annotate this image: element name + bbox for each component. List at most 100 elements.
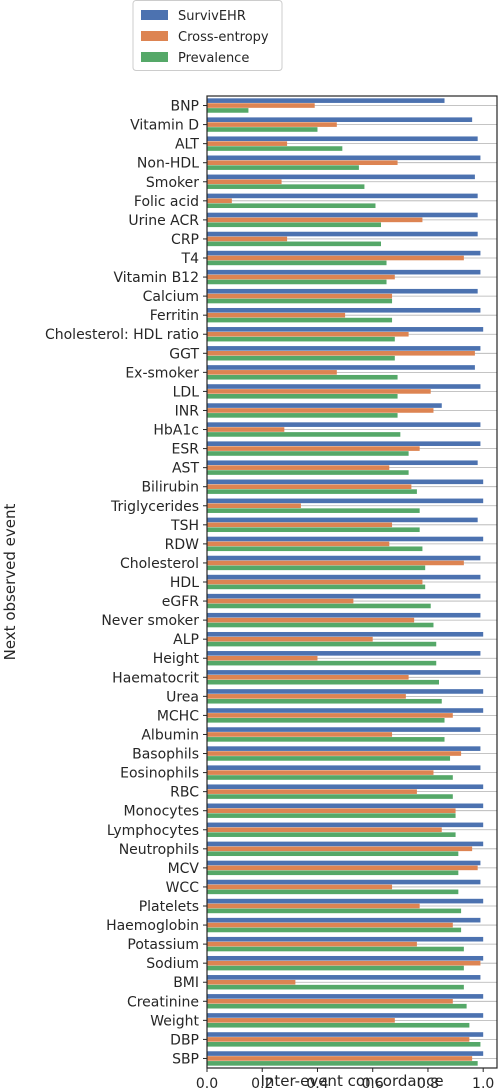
bar-prevalence <box>207 622 434 628</box>
y-tick-label: Lymphocytes <box>107 823 199 839</box>
y-tick-label: WCC <box>166 880 200 896</box>
x-tick-label: 0.6 <box>362 1076 384 1092</box>
bar-survivehr <box>207 365 475 370</box>
bar-survivehr <box>207 1051 484 1056</box>
y-tick-label: INR <box>175 403 200 419</box>
y-tick-label: Calcium <box>143 289 199 305</box>
bar-cross-entropy <box>207 732 393 737</box>
bar-cross-entropy <box>207 503 301 509</box>
bar-survivehr <box>207 269 481 275</box>
y-axis-title: Next observed event <box>1 504 19 661</box>
bar-cross-entropy <box>207 789 417 794</box>
bar-survivehr <box>207 250 481 256</box>
bar-cross-entropy <box>207 560 464 566</box>
bar-prevalence <box>207 1022 470 1028</box>
bar-cross-entropy <box>207 408 434 413</box>
bar-prevalence <box>207 527 420 533</box>
bar-survivehr <box>207 174 475 180</box>
y-tick-label: Haemoglobin <box>106 918 199 934</box>
x-tick-label: 0.0 <box>196 1076 218 1092</box>
y-tick-label: Sodium <box>146 956 199 972</box>
bar-cross-entropy <box>207 655 318 661</box>
bar-cross-entropy <box>207 274 395 280</box>
bar-prevalence <box>207 737 445 742</box>
x-tick-label: 0.8 <box>417 1076 439 1092</box>
y-tick-label: SBP <box>172 1051 199 1067</box>
bar-cross-entropy <box>207 141 288 146</box>
bar-survivehr <box>207 574 481 580</box>
y-tick-label: Ferritin <box>150 308 199 324</box>
y-tick-label: BNP <box>170 99 199 115</box>
bar-cross-entropy <box>207 713 453 718</box>
legend-swatch <box>141 52 168 62</box>
bar-prevalence <box>207 584 426 590</box>
bar-prevalence <box>207 241 381 247</box>
bar-cross-entropy <box>207 122 337 127</box>
bar-prevalence <box>207 775 453 780</box>
bar-cross-entropy <box>207 370 337 375</box>
y-tick-label: Non-HDL <box>137 156 199 172</box>
y-tick-label: Neutrophils <box>119 842 199 858</box>
bar-prevalence <box>207 946 464 952</box>
bar-survivehr <box>207 307 481 313</box>
y-tick-label: DBP <box>170 1032 199 1048</box>
bar-survivehr <box>207 193 478 199</box>
y-tick-label: Folic acid <box>134 194 199 210</box>
bar-prevalence <box>207 698 442 704</box>
y-tick-label: ALP <box>173 632 199 648</box>
bar-survivehr <box>207 1013 484 1018</box>
y-tick-label: ALT <box>175 137 199 153</box>
bar-cross-entropy <box>207 217 423 223</box>
bar-cross-entropy <box>207 1056 473 1061</box>
y-tick-label: Albumin <box>141 727 199 743</box>
legend-box <box>132 0 283 71</box>
bar-prevalence <box>207 374 398 380</box>
legend-swatch <box>141 31 168 41</box>
bar-prevalence <box>207 546 423 552</box>
bar-cross-entropy <box>207 922 453 928</box>
bar-prevalence <box>207 1003 467 1009</box>
bar-cross-entropy <box>207 636 373 642</box>
bar-prevalence <box>207 794 453 799</box>
y-tick-label: Vitamin B12 <box>114 270 200 286</box>
bar-survivehr <box>207 288 478 294</box>
bar-prevalence <box>207 851 459 857</box>
bar-cross-entropy <box>207 1018 395 1023</box>
legend-swatch <box>141 10 168 20</box>
bar-cross-entropy <box>207 998 453 1004</box>
bar-prevalence <box>207 813 456 818</box>
bar-cross-entropy <box>207 579 423 585</box>
bar-survivehr <box>207 1032 484 1037</box>
bar-survivehr <box>207 327 484 332</box>
bar-cross-entropy <box>207 674 409 680</box>
bar-cross-entropy <box>207 617 415 623</box>
bar-prevalence <box>207 184 365 189</box>
bar-survivehr <box>207 212 478 218</box>
bar-survivehr <box>207 498 484 504</box>
bar-survivehr <box>207 860 481 866</box>
x-tick-label: 0.2 <box>251 1076 273 1092</box>
y-tick-label: MCHC <box>157 708 199 724</box>
y-tick-label: Vitamin D <box>130 118 199 134</box>
bar-prevalence <box>207 660 437 666</box>
bar-prevalence <box>207 603 431 609</box>
bar-prevalence <box>207 984 464 990</box>
bar-cross-entropy <box>207 808 456 814</box>
y-tick-label: Haematocrit <box>112 670 199 686</box>
y-tick-label: CRP <box>171 232 199 248</box>
bar-prevalence <box>207 432 401 437</box>
y-tick-label: RBC <box>170 785 199 801</box>
bar-survivehr <box>207 746 481 751</box>
x-tick-label: 0.4 <box>306 1076 328 1092</box>
bar-cross-entropy <box>207 770 434 775</box>
bar-prevalence <box>207 965 464 971</box>
y-tick-label: Smoker <box>146 175 199 191</box>
y-tick-label: Ex-smoker <box>125 365 199 381</box>
bar-survivehr <box>207 879 481 885</box>
bar-cross-entropy <box>207 160 398 166</box>
bar-survivehr <box>207 155 481 161</box>
bar-cross-entropy <box>207 694 406 699</box>
y-tick-label: Eosinophils <box>120 766 199 782</box>
y-tick-label: Monocytes <box>124 804 199 820</box>
